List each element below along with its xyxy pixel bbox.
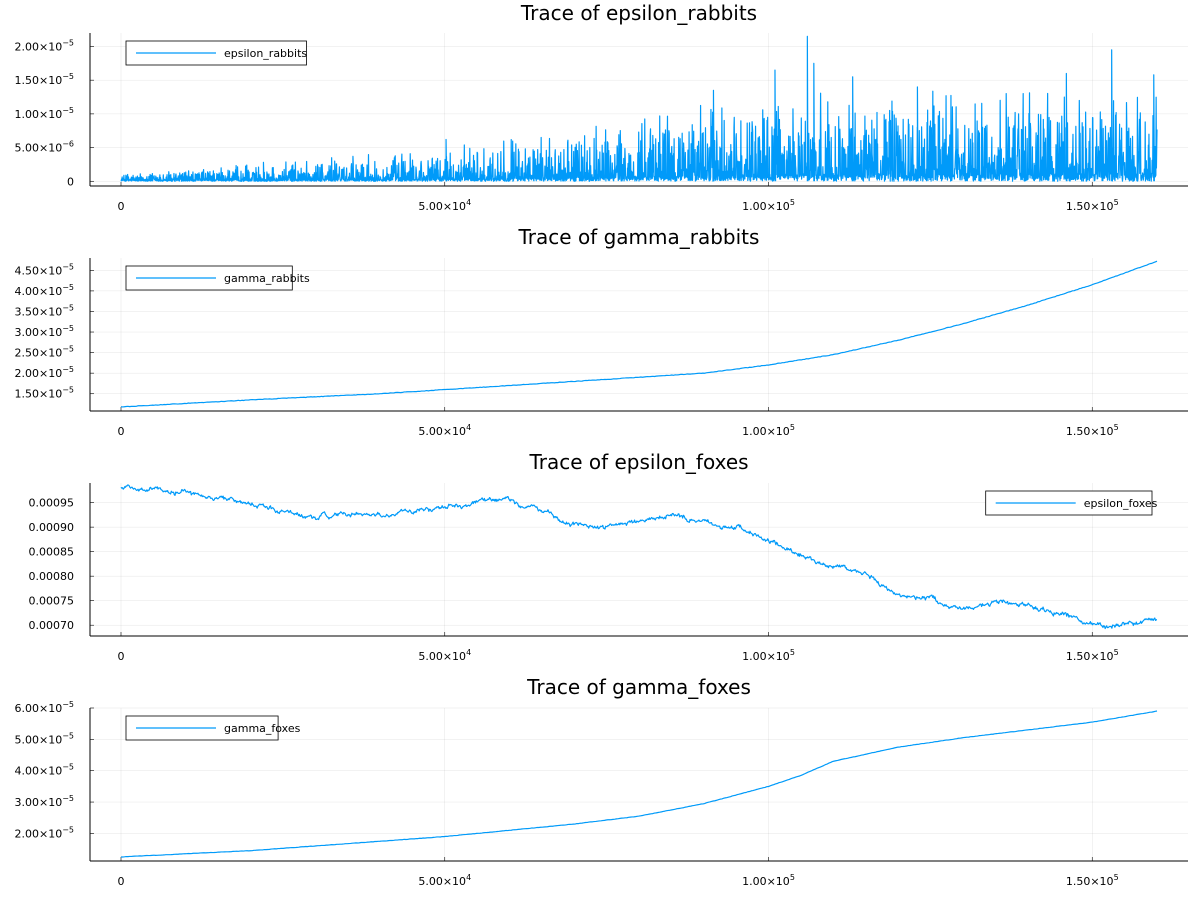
y-tick-label: 0.00080 xyxy=(29,570,75,583)
y-tick-label: 0.00085 xyxy=(29,546,75,559)
x-tick-label: 1.50×105 xyxy=(1066,873,1119,888)
y-tick-label: 5.00×10−6 xyxy=(14,140,74,155)
y-tick-label: 0.00075 xyxy=(29,595,75,608)
chart-title: Trace of epsilon_rabbits xyxy=(520,1,757,25)
x-tick-label: 0 xyxy=(118,650,125,663)
x-tick-label: 1.00×105 xyxy=(742,198,795,213)
y-tick-label: 2.00×10−5 xyxy=(14,365,74,380)
x-tick-label: 0 xyxy=(118,425,125,438)
x-tick-label: 0 xyxy=(118,875,125,888)
x-tick-label: 5.00×104 xyxy=(418,873,471,888)
y-tick-label: 3.50×10−5 xyxy=(14,303,74,318)
y-tick-label: 2.00×10−5 xyxy=(14,38,74,53)
y-tick-label: 3.00×10−5 xyxy=(14,794,74,809)
y-tick-label: 1.50×10−5 xyxy=(14,386,74,401)
series-line-epsilon-rabbits xyxy=(120,35,1158,182)
series-line-gamma-foxes xyxy=(120,710,1158,858)
x-tick-label: 1.00×105 xyxy=(742,873,795,888)
legend-label: epsilon_foxes xyxy=(1084,497,1158,510)
legend-label: epsilon_rabbits xyxy=(224,47,307,60)
chart-panel-2: Trace of gamma_rabbits 0 5.00×104 1.00×105 1… xyxy=(14,225,1188,438)
y-tick-label: 1.50×10−5 xyxy=(14,72,74,87)
legend-label: gamma_foxes xyxy=(224,722,301,735)
chart-panel-3: Trace of epsilon_foxes 0 5.00×104 1.00×105 1… xyxy=(29,450,1188,663)
y-tick-label: 4.50×10−5 xyxy=(14,262,74,277)
y-tick-label: 4.00×10−5 xyxy=(14,763,74,778)
x-tick-label: 0 xyxy=(118,200,125,213)
y-tick-label: 2.50×10−5 xyxy=(14,345,74,360)
chart-panel-4: Trace of gamma_foxes 0 5.00×104 1.00×105 1.5… xyxy=(14,675,1188,888)
chart-title: Trace of epsilon_foxes xyxy=(528,450,748,474)
y-tick-label: 1.00×10−5 xyxy=(14,106,74,121)
y-tick-label: 2.00×10−5 xyxy=(14,825,74,840)
x-tick-label: 1.50×105 xyxy=(1066,423,1119,438)
chart-panel-1: Trace of epsilon_rabbits 0 5.00×104 1.00×10… xyxy=(14,1,1188,213)
x-tick-label: 1.00×105 xyxy=(742,648,795,663)
y-tick-label: 6.00×10−5 xyxy=(14,700,74,715)
x-tick-label: 5.00×104 xyxy=(418,648,471,663)
legend: gamma_rabbits xyxy=(125,265,310,291)
y-tick-label: 3.00×10−5 xyxy=(14,324,74,339)
legend: epsilon_rabbits xyxy=(125,40,307,66)
x-tick-label: 1.50×105 xyxy=(1066,198,1119,213)
y-tick-label: 4.00×10−5 xyxy=(14,283,74,298)
series-line-gamma-rabbits xyxy=(120,260,1158,408)
y-tick-label: 5.00×10−5 xyxy=(14,731,74,746)
y-tick-label: 0 xyxy=(67,175,74,188)
legend: gamma_foxes xyxy=(125,715,301,741)
y-tick-label: 0.00095 xyxy=(29,497,75,510)
y-tick-label: 0.00090 xyxy=(29,521,75,534)
series-line-epsilon-foxes xyxy=(120,484,1158,630)
chart-title: Trace of gamma_foxes xyxy=(526,675,751,699)
legend: epsilon_foxes xyxy=(985,490,1158,516)
legend-label: gamma_rabbits xyxy=(224,272,310,285)
x-tick-label: 1.00×105 xyxy=(742,423,795,438)
x-tick-label: 1.50×105 xyxy=(1066,648,1119,663)
x-tick-label: 5.00×104 xyxy=(418,198,471,213)
x-tick-label: 5.00×104 xyxy=(418,423,471,438)
chart-title: Trace of gamma_rabbits xyxy=(518,225,760,249)
y-tick-label: 0.00070 xyxy=(29,619,75,632)
